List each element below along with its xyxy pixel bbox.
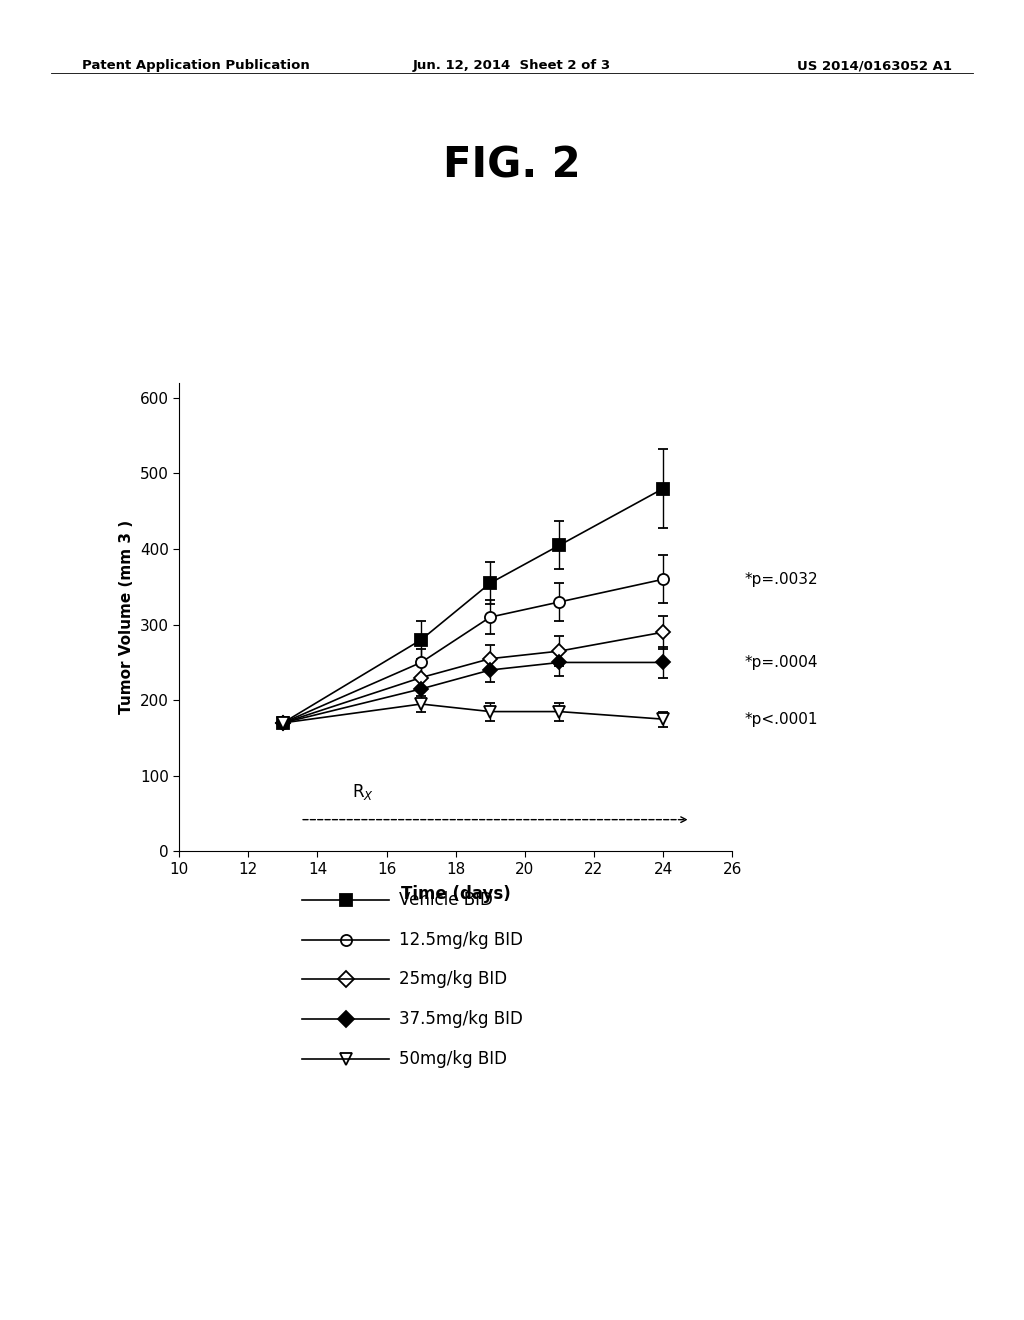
Text: 50mg/kg BID: 50mg/kg BID [399,1049,507,1068]
Text: FIG. 2: FIG. 2 [443,144,581,186]
Text: R$_X$: R$_X$ [352,783,374,803]
Text: Vehicle BID: Vehicle BID [399,891,494,909]
Text: 25mg/kg BID: 25mg/kg BID [399,970,508,989]
Text: *p=.0004: *p=.0004 [744,655,818,671]
X-axis label: Time (days): Time (days) [400,886,511,903]
Text: 37.5mg/kg BID: 37.5mg/kg BID [399,1010,523,1028]
Text: Patent Application Publication: Patent Application Publication [82,59,309,73]
Y-axis label: Tumor Volume (mm 3 ): Tumor Volume (mm 3 ) [119,520,134,714]
Text: Jun. 12, 2014  Sheet 2 of 3: Jun. 12, 2014 Sheet 2 of 3 [413,59,611,73]
Text: 12.5mg/kg BID: 12.5mg/kg BID [399,931,523,949]
Text: US 2014/0163052 A1: US 2014/0163052 A1 [798,59,952,73]
Text: *p=.0032: *p=.0032 [744,572,818,587]
Text: *p<.0001: *p<.0001 [744,711,818,726]
